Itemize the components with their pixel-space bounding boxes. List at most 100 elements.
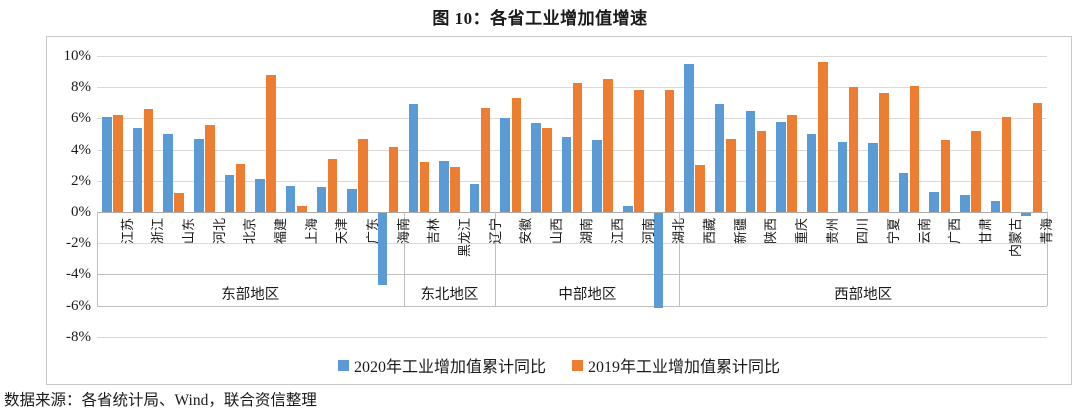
region-label: 中部地区	[558, 287, 617, 304]
bar-2019-15	[542, 127, 552, 212]
bar-2020-26	[868, 143, 878, 212]
category-label: 江苏	[119, 218, 135, 245]
bar-2020-23	[776, 121, 786, 212]
bar-2019-3	[174, 193, 184, 212]
category-label: 北京	[242, 218, 258, 245]
bar-2019-13	[480, 107, 491, 212]
gridline	[97, 56, 1047, 57]
bar-2020-21	[714, 104, 725, 212]
category-label: 重庆	[794, 218, 809, 245]
bar-2020-13	[469, 183, 480, 212]
category-label: 广东	[365, 218, 380, 245]
y-tick-label: -4%	[66, 266, 91, 283]
bar-2020-31	[1021, 213, 1031, 217]
category-label: 云南	[916, 218, 932, 245]
bar-2019-16	[572, 82, 583, 212]
category-label: 贵州	[824, 218, 840, 245]
bar-2019-5	[235, 163, 246, 212]
data-source: 数据来源：各省统计局、Wind，联合资信整理	[4, 392, 317, 409]
category-label: 宁夏	[886, 218, 901, 245]
y-tick-label: -8%	[66, 328, 91, 345]
bar-2020-12	[439, 160, 449, 212]
bar-2020-5	[224, 174, 235, 212]
bar-2019-11	[419, 162, 430, 212]
y-tick-label: 6%	[71, 110, 91, 127]
bar-2020-9	[347, 188, 357, 212]
category-label: 陕西	[763, 218, 779, 245]
y-tick-label: -2%	[66, 235, 91, 252]
bar-2020-10	[377, 213, 388, 285]
bar-2020-24	[806, 134, 817, 212]
bar-2020-6	[255, 179, 265, 212]
bar-2019-31	[1032, 102, 1042, 212]
gridline	[97, 118, 1047, 120]
bar-2019-20	[695, 165, 705, 212]
bar-2019-22	[756, 130, 767, 212]
bar-2019-12	[450, 166, 460, 212]
category-label: 安徽	[518, 218, 534, 245]
category-label: 辽宁	[487, 218, 503, 245]
bar-2020-7	[285, 185, 296, 212]
bar-2019-14	[511, 98, 521, 212]
category-label: 湖北	[671, 218, 687, 245]
category-label: 青海	[1039, 218, 1055, 245]
x-axis-line	[97, 212, 1047, 213]
bar-2020-17	[592, 140, 602, 212]
bar-2019-30	[1001, 116, 1012, 212]
category-label: 山东	[181, 218, 197, 245]
bar-2020-14	[500, 118, 510, 212]
bar-2020-16	[561, 137, 572, 212]
category-label: 新疆	[732, 218, 748, 245]
bar-2020-8	[316, 187, 326, 212]
gridline	[97, 243, 1047, 245]
region-separator	[1047, 212, 1048, 306]
bar-2019-8	[327, 159, 338, 212]
gridline	[97, 336, 1047, 338]
region-label: 东北地区	[420, 287, 479, 304]
category-label: 黑龙江	[456, 218, 472, 258]
y-tick-label: 0%	[71, 204, 91, 220]
bar-2020-1	[102, 116, 112, 212]
category-label: 浙江	[150, 218, 166, 245]
bar-2020-3	[163, 134, 173, 212]
region-separator	[679, 212, 681, 306]
category-label: 天津	[334, 218, 350, 245]
bar-2020-30	[990, 201, 1001, 212]
y-tick-label: 8%	[71, 79, 91, 96]
region-separator	[495, 212, 497, 306]
category-label: 广西	[947, 218, 963, 245]
region-separator	[403, 212, 405, 306]
chart-area: 10% 8% 6% 4% 2% 0% -2% -4% -6% -8% 江苏 浙江 山东 河北 北京 福建 上海天…	[46, 36, 1072, 385]
category-label: 江西	[610, 218, 626, 245]
gridline	[97, 180, 1047, 182]
category-label: 湖南	[579, 218, 595, 245]
category-label: 西藏	[702, 218, 718, 245]
category-label: 河南	[640, 218, 656, 245]
legend-item-2019: 2019年工业增加值累计同比	[572, 353, 780, 377]
bar-2019-25	[848, 87, 859, 212]
bar-2019-28	[940, 140, 950, 212]
bar-2020-28	[929, 191, 939, 212]
bar-2020-11	[408, 104, 418, 212]
bar-2020-15	[531, 123, 541, 212]
category-label: 四川	[855, 218, 871, 245]
category-label: 上海	[303, 218, 319, 245]
bar-2019-21	[726, 138, 736, 212]
legend-item-2020: 2020年工业增加值累计同比	[337, 353, 546, 377]
bar-2019-10	[388, 146, 399, 212]
bar-2020-20	[684, 63, 694, 212]
y-tick-label: 2%	[71, 172, 91, 189]
bar-2020-29	[960, 194, 970, 212]
bar-2019-26	[879, 93, 889, 212]
region-label: 东部地区	[221, 287, 280, 304]
gridline	[97, 87, 1047, 89]
bar-2020-4	[194, 138, 204, 212]
bar-2019-17	[603, 79, 613, 212]
gridline	[97, 149, 1047, 151]
bar-2020-18	[623, 205, 633, 212]
chart-title: 图 10：各省工业增加值增速	[432, 9, 648, 28]
bar-2019-6	[266, 74, 276, 212]
category-label: 海南	[395, 218, 411, 245]
legend-label: 2019年工业增加值累计同比	[588, 359, 781, 376]
legend: 2020年工业增加值累计同比 2019年工业增加值累计同比	[47, 353, 1071, 377]
